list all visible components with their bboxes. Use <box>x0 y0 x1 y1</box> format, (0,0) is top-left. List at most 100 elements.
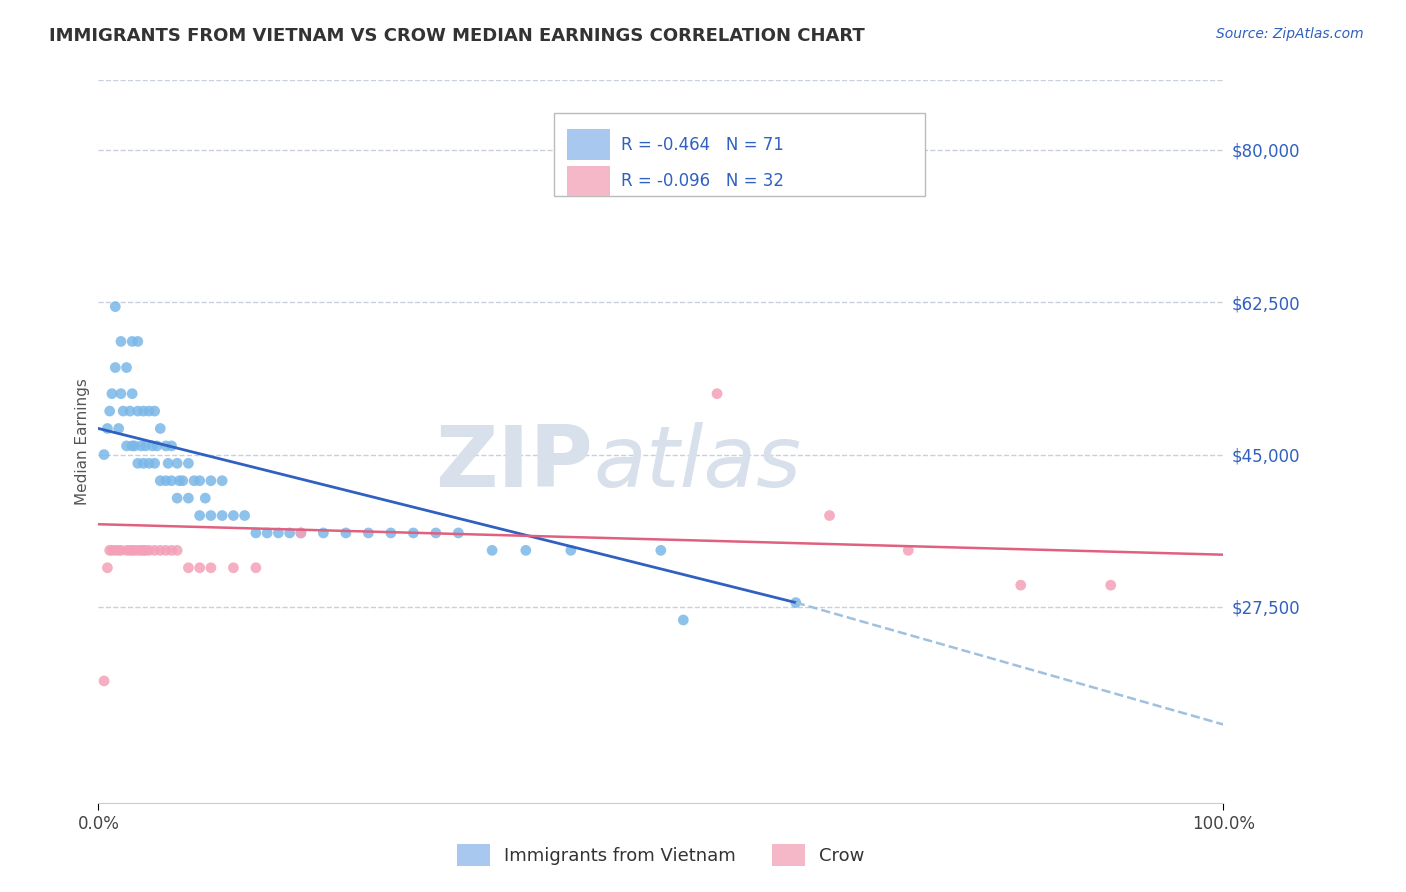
Point <box>357 525 380 540</box>
Point <box>188 508 211 523</box>
Point <box>101 386 124 401</box>
Point <box>138 456 160 470</box>
Point <box>166 491 188 505</box>
Point <box>290 525 312 540</box>
Point <box>135 543 157 558</box>
Point <box>115 439 138 453</box>
Text: IMMIGRANTS FROM VIETNAM VS CROW MEDIAN EARNINGS CORRELATION CHART: IMMIGRANTS FROM VIETNAM VS CROW MEDIAN E… <box>49 27 865 45</box>
Point <box>177 456 200 470</box>
Point <box>121 543 143 558</box>
Point <box>211 474 233 488</box>
Point <box>138 543 160 558</box>
Point <box>183 474 205 488</box>
Point <box>104 360 127 375</box>
Point <box>155 474 177 488</box>
Point <box>127 456 149 470</box>
Point <box>177 491 200 505</box>
Point <box>278 525 301 540</box>
Point <box>110 386 132 401</box>
Point <box>245 561 267 575</box>
Point <box>115 543 138 558</box>
Point <box>160 439 183 453</box>
Point <box>155 543 177 558</box>
Point <box>245 525 267 540</box>
Point <box>118 543 141 558</box>
Point <box>200 561 222 575</box>
Point <box>93 448 115 462</box>
Point <box>143 456 166 470</box>
Point <box>335 525 357 540</box>
Point <box>107 543 129 558</box>
FancyBboxPatch shape <box>554 112 925 196</box>
Point <box>425 525 447 540</box>
Point <box>785 596 807 610</box>
Point <box>149 421 172 435</box>
Point <box>256 525 278 540</box>
Point <box>98 404 121 418</box>
Point <box>222 561 245 575</box>
Point <box>380 525 402 540</box>
Point <box>267 525 290 540</box>
Point <box>233 508 256 523</box>
Point <box>447 525 470 540</box>
Point <box>104 300 127 314</box>
Point <box>110 543 132 558</box>
Point <box>143 543 166 558</box>
Point <box>101 543 124 558</box>
Point <box>402 525 425 540</box>
Point <box>157 456 180 470</box>
Point <box>1099 578 1122 592</box>
Point <box>160 474 183 488</box>
Point <box>818 508 841 523</box>
Point <box>706 386 728 401</box>
Point <box>166 456 188 470</box>
Point <box>172 474 194 488</box>
Point <box>146 439 169 453</box>
Point <box>132 404 155 418</box>
Point <box>149 474 172 488</box>
Point <box>149 543 172 558</box>
Y-axis label: Median Earnings: Median Earnings <box>75 378 90 505</box>
Point <box>200 474 222 488</box>
Point <box>98 543 121 558</box>
Point <box>135 439 157 453</box>
Point <box>129 439 152 453</box>
Point <box>200 508 222 523</box>
Point <box>141 439 163 453</box>
Point <box>127 543 149 558</box>
Point <box>290 525 312 540</box>
Point <box>129 543 152 558</box>
Point <box>560 543 582 558</box>
Point <box>121 386 143 401</box>
FancyBboxPatch shape <box>568 166 610 196</box>
Point <box>138 404 160 418</box>
Point <box>481 543 503 558</box>
Point <box>188 474 211 488</box>
Point <box>121 334 143 349</box>
Point <box>104 543 127 558</box>
Text: R = -0.464   N = 71: R = -0.464 N = 71 <box>621 136 785 153</box>
Point <box>897 543 920 558</box>
Point <box>124 543 146 558</box>
Point <box>121 439 143 453</box>
Point <box>312 525 335 540</box>
Point <box>124 439 146 453</box>
Point <box>222 508 245 523</box>
Point <box>93 673 115 688</box>
Point <box>188 561 211 575</box>
Point <box>132 543 155 558</box>
Point <box>96 421 118 435</box>
Point <box>115 360 138 375</box>
Point <box>169 474 191 488</box>
Point <box>112 404 135 418</box>
Point <box>177 561 200 575</box>
Point <box>211 508 233 523</box>
Point <box>110 334 132 349</box>
Point <box>194 491 217 505</box>
Text: Source: ZipAtlas.com: Source: ZipAtlas.com <box>1216 27 1364 41</box>
Point <box>515 543 537 558</box>
Point <box>1010 578 1032 592</box>
Point <box>118 404 141 418</box>
Point <box>672 613 695 627</box>
Point <box>127 404 149 418</box>
